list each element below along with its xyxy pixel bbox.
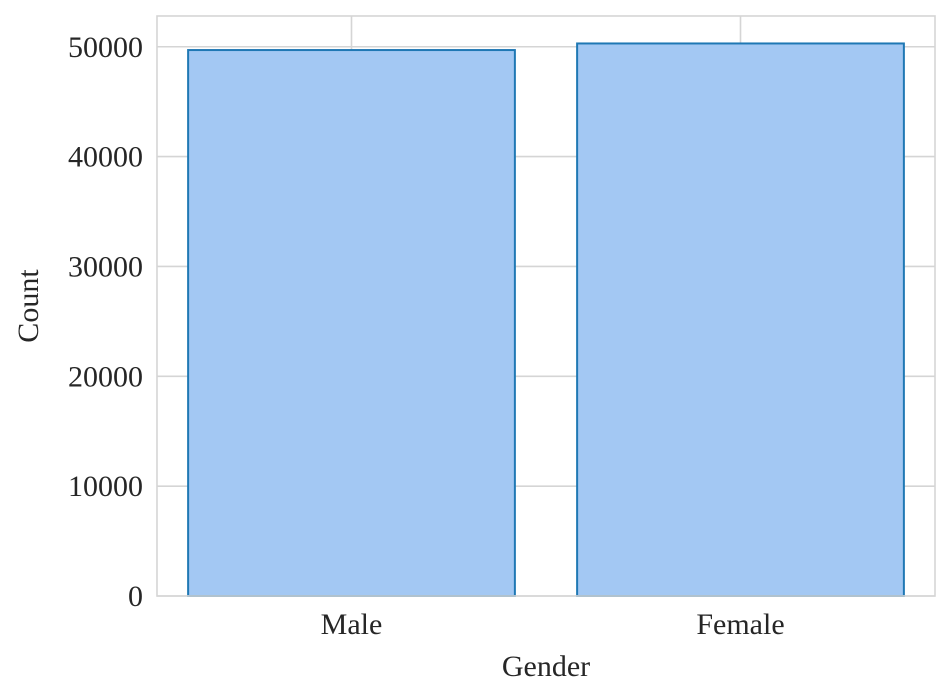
bars	[187, 42, 905, 598]
y-tick-label: 50000	[68, 31, 143, 64]
y-tick-label: 30000	[68, 250, 143, 283]
y-tick-label: 40000	[68, 141, 143, 174]
x-tick-label: Male	[321, 608, 383, 641]
x-tick-label: Female	[696, 608, 784, 641]
bar-male	[187, 49, 516, 597]
y-tick-label: 20000	[68, 360, 143, 393]
x-tick-labels: Male Female	[321, 608, 785, 641]
y-axis-title: Count	[12, 269, 45, 343]
y-tick-label: 10000	[68, 470, 143, 503]
x-axis-title: Gender	[502, 650, 590, 683]
bar-female	[576, 42, 905, 598]
y-tick-labels: 0 10000 20000 30000 40000 50000	[68, 31, 143, 613]
y-tick-label: 0	[128, 580, 143, 613]
plot-frame	[156, 15, 936, 597]
